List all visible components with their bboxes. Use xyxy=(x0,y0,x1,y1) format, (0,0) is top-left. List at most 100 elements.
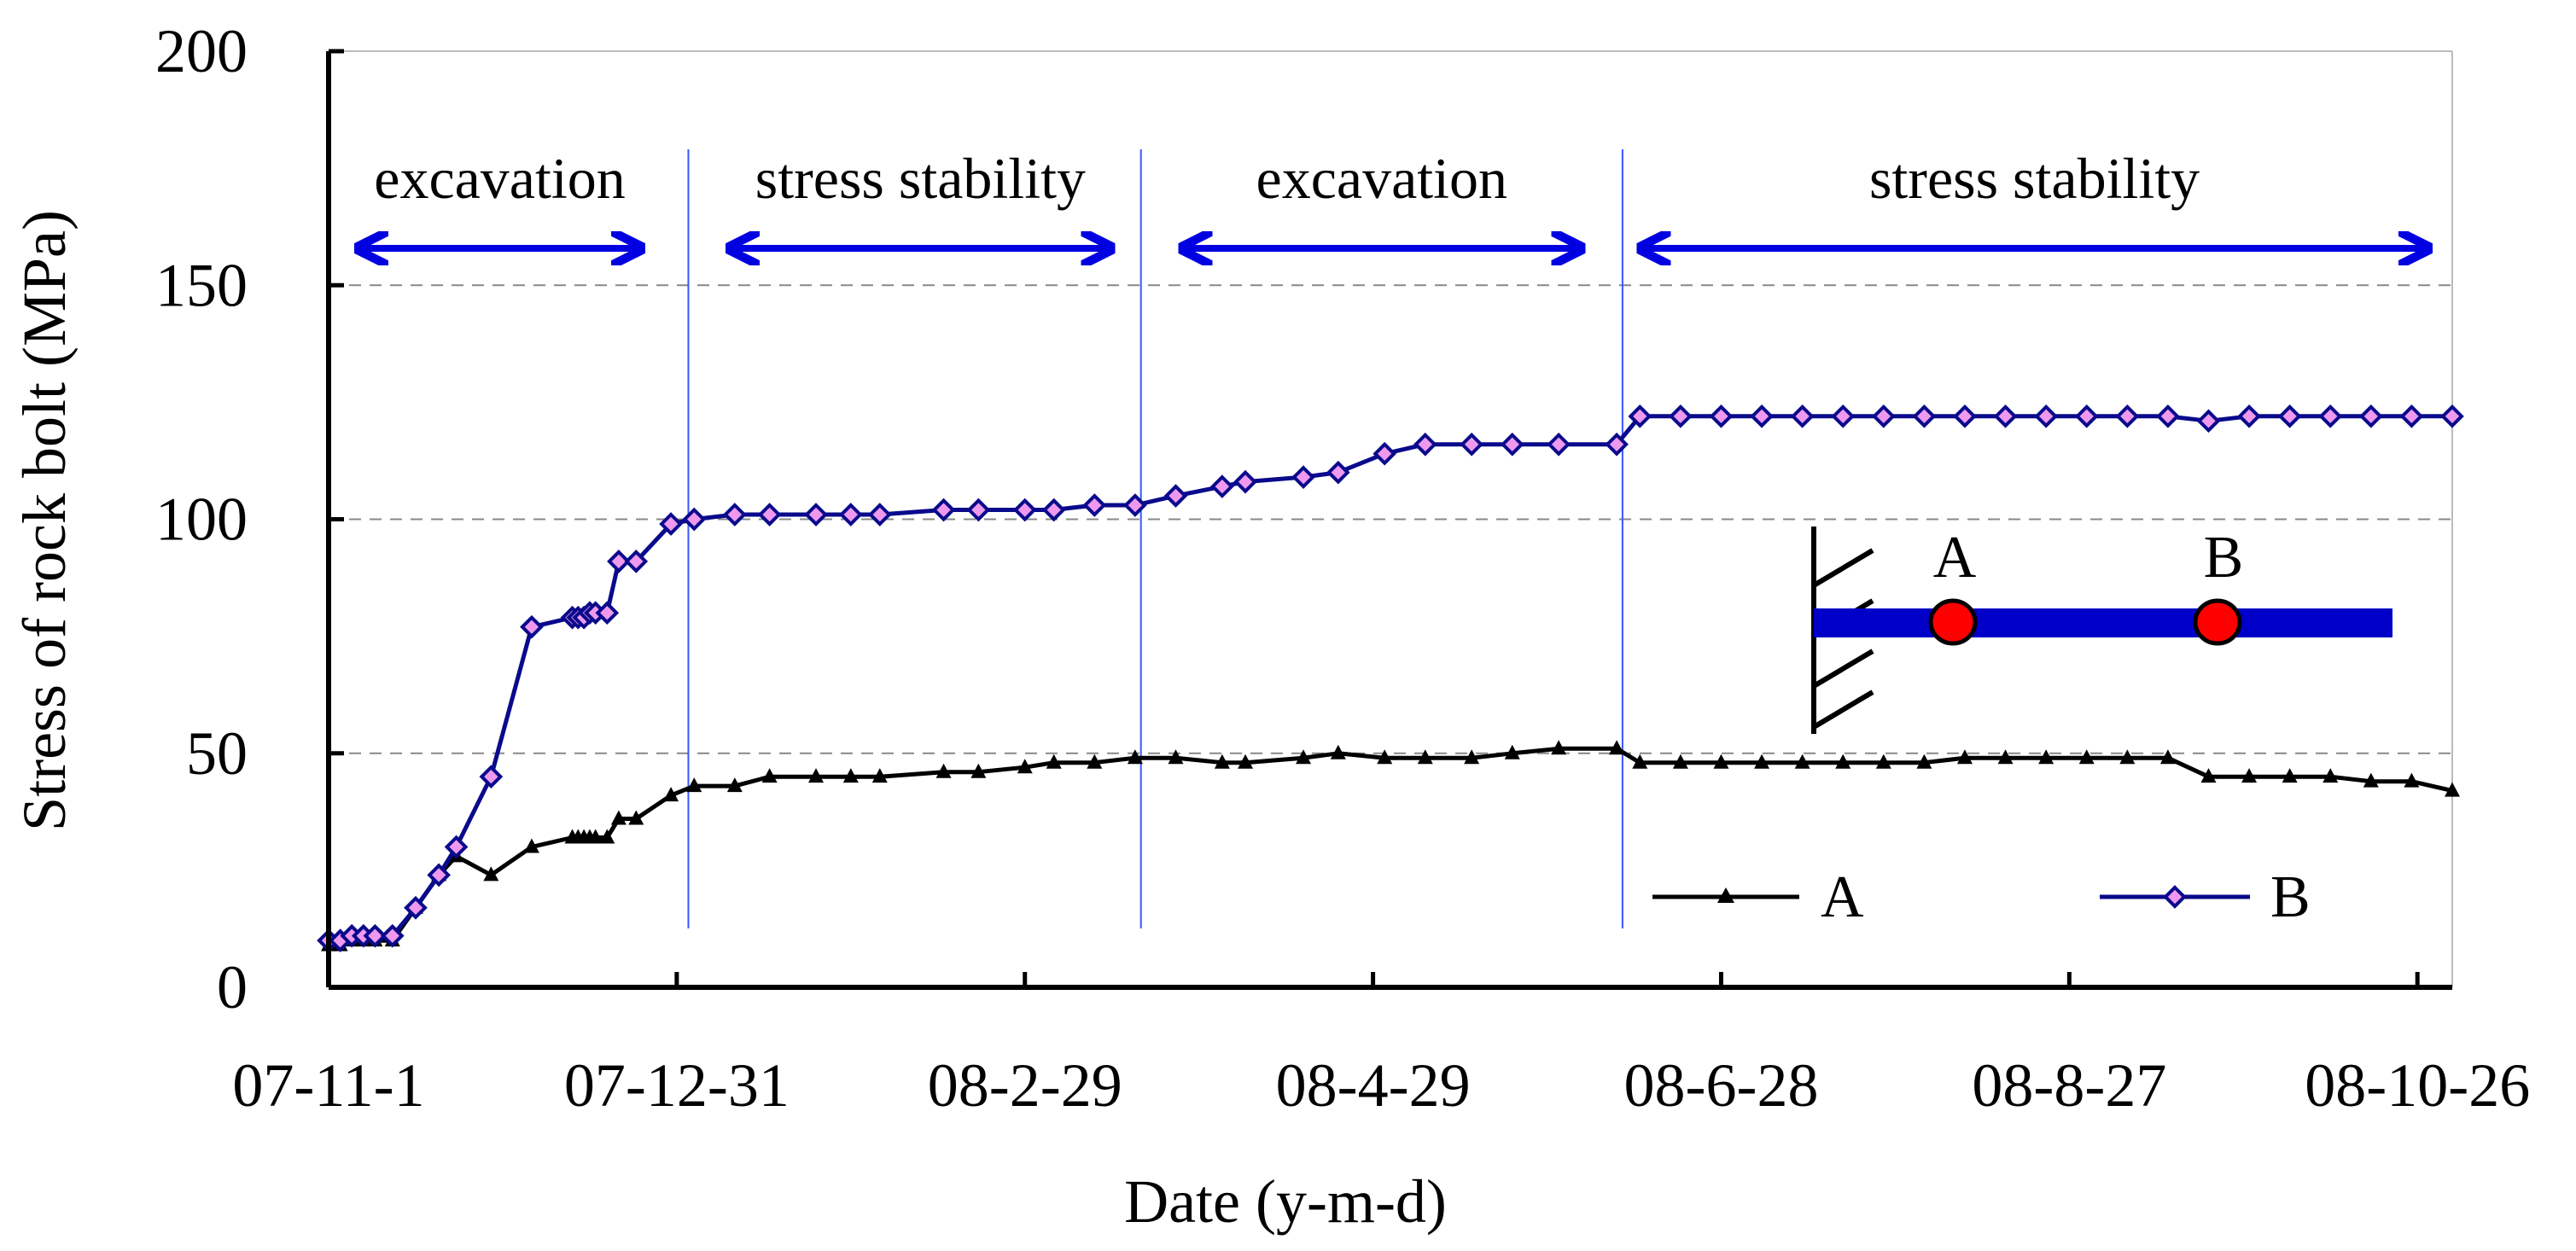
axes xyxy=(326,49,2452,990)
series-A-point xyxy=(1127,749,1143,765)
y-axis-title: Stress of rock bolt (MPa) xyxy=(10,210,79,831)
series-B-point xyxy=(479,765,504,789)
series-A-point xyxy=(2445,782,2460,797)
rock-hatch-4 xyxy=(1812,690,1874,730)
series-B-point xyxy=(1831,404,1856,428)
series-A-point xyxy=(808,768,825,783)
series-B-point xyxy=(624,550,649,573)
series-B-point xyxy=(966,497,991,522)
series-A-point xyxy=(599,829,615,844)
series-A-point xyxy=(610,810,627,825)
series-B-point xyxy=(363,923,388,948)
x-tick-label: 07-12-31 xyxy=(564,1051,790,1120)
series-B-point xyxy=(1163,484,1188,508)
series-B-point xyxy=(1628,404,1652,428)
series-B-point xyxy=(2277,404,2302,428)
x-tick-label: 08-2-29 xyxy=(928,1051,1122,1120)
series-A-point xyxy=(1017,759,1033,774)
series-A-point xyxy=(2119,749,2136,765)
series-A-point xyxy=(1997,749,2014,765)
series-B-point xyxy=(723,503,747,527)
x-tick-label: 08-8-27 xyxy=(1972,1051,2166,1120)
phase-label-4: stress stability xyxy=(1869,146,2200,211)
series-A-point xyxy=(1330,744,1346,759)
series-B-point xyxy=(444,835,469,859)
series-A-point xyxy=(483,866,499,882)
series-B-point xyxy=(1500,432,1524,457)
series-A-point xyxy=(523,838,539,853)
series-A-point xyxy=(663,787,679,802)
legend: A B xyxy=(1652,864,2311,930)
series-A-point xyxy=(1377,749,1393,765)
series-B-point xyxy=(1790,404,1815,428)
series-A-point xyxy=(1464,749,1480,765)
x-tick-label: 08-4-29 xyxy=(1276,1051,1471,1120)
series-A-point xyxy=(1417,749,1433,765)
series-B-point xyxy=(595,601,620,626)
legend-a-label: A xyxy=(1821,864,1864,930)
series-A-point xyxy=(1632,754,1648,769)
series-B-point xyxy=(2074,404,2099,428)
series-B-point xyxy=(804,503,828,527)
series-A-point xyxy=(1713,754,1729,769)
series-B-point xyxy=(1210,474,1234,498)
x-tick-label: 08-10-26 xyxy=(2305,1051,2530,1120)
series-A-point xyxy=(761,768,778,783)
rock-bolt-bar xyxy=(1814,608,2392,637)
series-A-point xyxy=(1214,754,1230,769)
series-B-point xyxy=(757,503,782,527)
series-A-point xyxy=(1835,754,1851,769)
series-B-point xyxy=(682,507,707,532)
measuring-point-a xyxy=(1928,598,1978,646)
phase-label-1: excavation xyxy=(374,146,626,211)
series-B-point xyxy=(838,503,863,527)
series-A-point xyxy=(2404,772,2420,788)
series-A-line xyxy=(329,746,2453,948)
y-tick-label: 200 xyxy=(155,17,248,85)
legend-b-marker xyxy=(2163,885,2187,909)
y-tick-label: 50 xyxy=(186,719,248,788)
series-B-point xyxy=(1993,404,2018,428)
series-A-point xyxy=(2200,768,2217,783)
series-B-point xyxy=(427,863,451,887)
series-A-point xyxy=(1046,754,1062,769)
series-A-point xyxy=(2282,768,2298,783)
series-A-point xyxy=(587,829,603,844)
series-B-point xyxy=(659,512,683,536)
series-B-point xyxy=(1326,460,1350,485)
series-A-point xyxy=(1296,749,1312,765)
y-tick-label: 0 xyxy=(217,953,248,1021)
phase-label-3: excavation xyxy=(1256,146,1508,211)
series-A-point xyxy=(2241,768,2258,783)
series-B-point xyxy=(2237,404,2261,428)
measuring-point-b-label: B xyxy=(2204,525,2244,591)
series-A-point xyxy=(1956,749,1973,765)
series-B-point xyxy=(1605,432,1629,457)
series-B-point xyxy=(1709,404,1734,428)
x-tick-label: 07-11-1 xyxy=(232,1051,424,1120)
series-A-point xyxy=(1168,749,1184,765)
phase-dividers xyxy=(687,149,1623,928)
series-B-point xyxy=(867,503,892,527)
series-A-point xyxy=(686,777,702,793)
x-axis-title: Date (y-m-d) xyxy=(1124,1167,1447,1236)
series-B-point xyxy=(931,497,956,522)
series-A-point xyxy=(970,763,987,778)
series-A-point xyxy=(1504,744,1520,759)
tick-labels: 0 50 100 150 200 07-11-1 07-12-31 08-2-29 08-4-2… xyxy=(155,17,2530,1120)
phase-annotations: excavation stress stability excavation stre… xyxy=(358,146,2429,248)
series-B-point xyxy=(520,614,544,639)
series-A-point xyxy=(1875,754,1891,769)
phase-label-2: stress stability xyxy=(755,146,1086,211)
series-B-point xyxy=(607,550,631,573)
series-A-point xyxy=(935,763,952,778)
measuring-point-a-label: A xyxy=(1933,525,1977,591)
series-A-point xyxy=(2159,749,2176,765)
series-A-point xyxy=(2038,749,2054,765)
series-B-point xyxy=(1912,404,1937,428)
series-B-point xyxy=(1750,404,1774,428)
series-B-point xyxy=(2034,404,2058,428)
rock-hatch-1 xyxy=(1812,548,1874,588)
series-B-point xyxy=(2399,404,2424,428)
